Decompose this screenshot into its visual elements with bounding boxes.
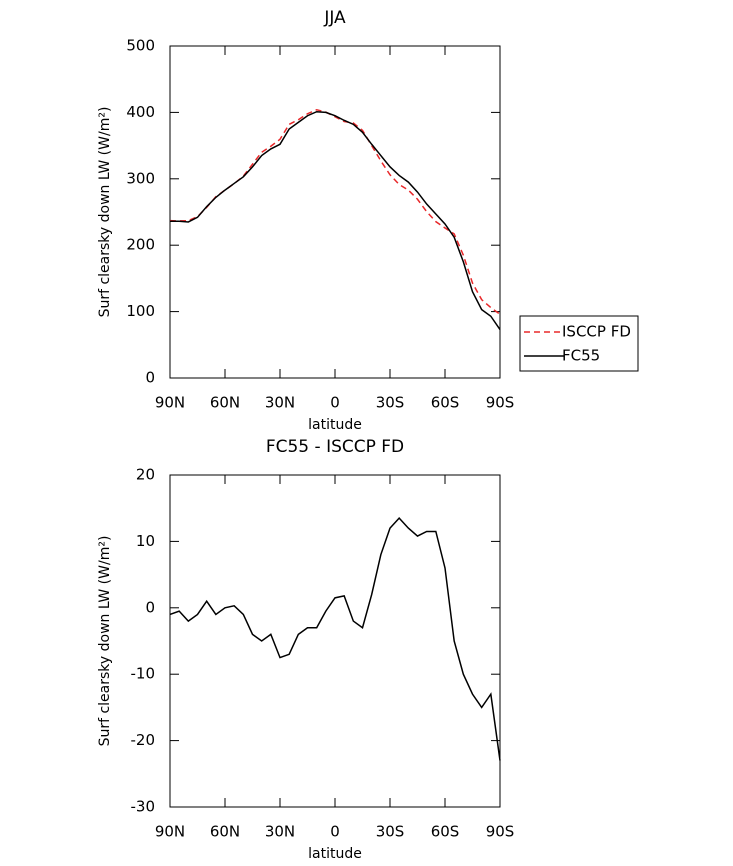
y-tick-label: 400: [126, 103, 155, 121]
x-axis-label: latitude: [308, 846, 362, 862]
x-tick-label: 30S: [376, 394, 405, 412]
line: [169, 108, 501, 315]
x-tick-label: 90N: [155, 823, 185, 841]
x-tick-label: 60S: [431, 394, 460, 412]
x-axis-label: latitude: [308, 417, 362, 433]
y-tick-label: 10: [136, 532, 155, 550]
chart-title: JJA: [323, 8, 346, 28]
panel: JJA latitude Surf clearsky down LW (W/m²) 9…: [97, 8, 639, 433]
x-tick-label: 60S: [431, 823, 460, 841]
y-axis-label: Surf clearsky down LW (W/m²): [97, 536, 113, 747]
line: [169, 517, 501, 761]
y-tick-label: -20: [131, 731, 156, 749]
plot-frame: [169, 45, 501, 379]
y-tick-label: 200: [126, 236, 155, 254]
x-tick-label: 60N: [210, 394, 240, 412]
y-tick-label: 20: [136, 466, 155, 484]
x-tick-label: 90S: [486, 823, 515, 841]
y-tick-label: 100: [126, 302, 155, 320]
x-tick-label: 0: [330, 394, 340, 412]
y-tick-label: -30: [131, 798, 156, 816]
y-tick-label: -10: [131, 665, 156, 683]
plot-frame: [169, 474, 501, 808]
line: [170, 110, 501, 330]
x-tick-label: 90N: [155, 394, 185, 412]
y-tick-label: 500: [126, 37, 155, 55]
legend: ISCCP FD FC55: [519, 315, 639, 372]
x-tick-label: 0: [330, 823, 340, 841]
x-tick-label: 30N: [265, 394, 295, 412]
y-tick-label: 300: [126, 169, 155, 187]
panel: FC55 - ISCCP FD latitude Surf clearsky dow…: [97, 437, 514, 862]
x-tick-label: 30N: [265, 823, 295, 841]
y-tick-label: 0: [145, 369, 155, 387]
y-tick-label: 0: [145, 598, 155, 616]
legend-box: [519, 315, 639, 372]
x-tick-label: 60N: [210, 823, 240, 841]
legend-label: FC55: [562, 347, 600, 365]
x-tick-label: 90S: [486, 394, 515, 412]
legend-label: ISCCP FD: [562, 323, 631, 341]
x-tick-label: 30S: [376, 823, 405, 841]
y-axis-label: Surf clearsky down LW (W/m²): [97, 107, 113, 318]
chart-title: FC55 - ISCCP FD: [266, 437, 404, 457]
